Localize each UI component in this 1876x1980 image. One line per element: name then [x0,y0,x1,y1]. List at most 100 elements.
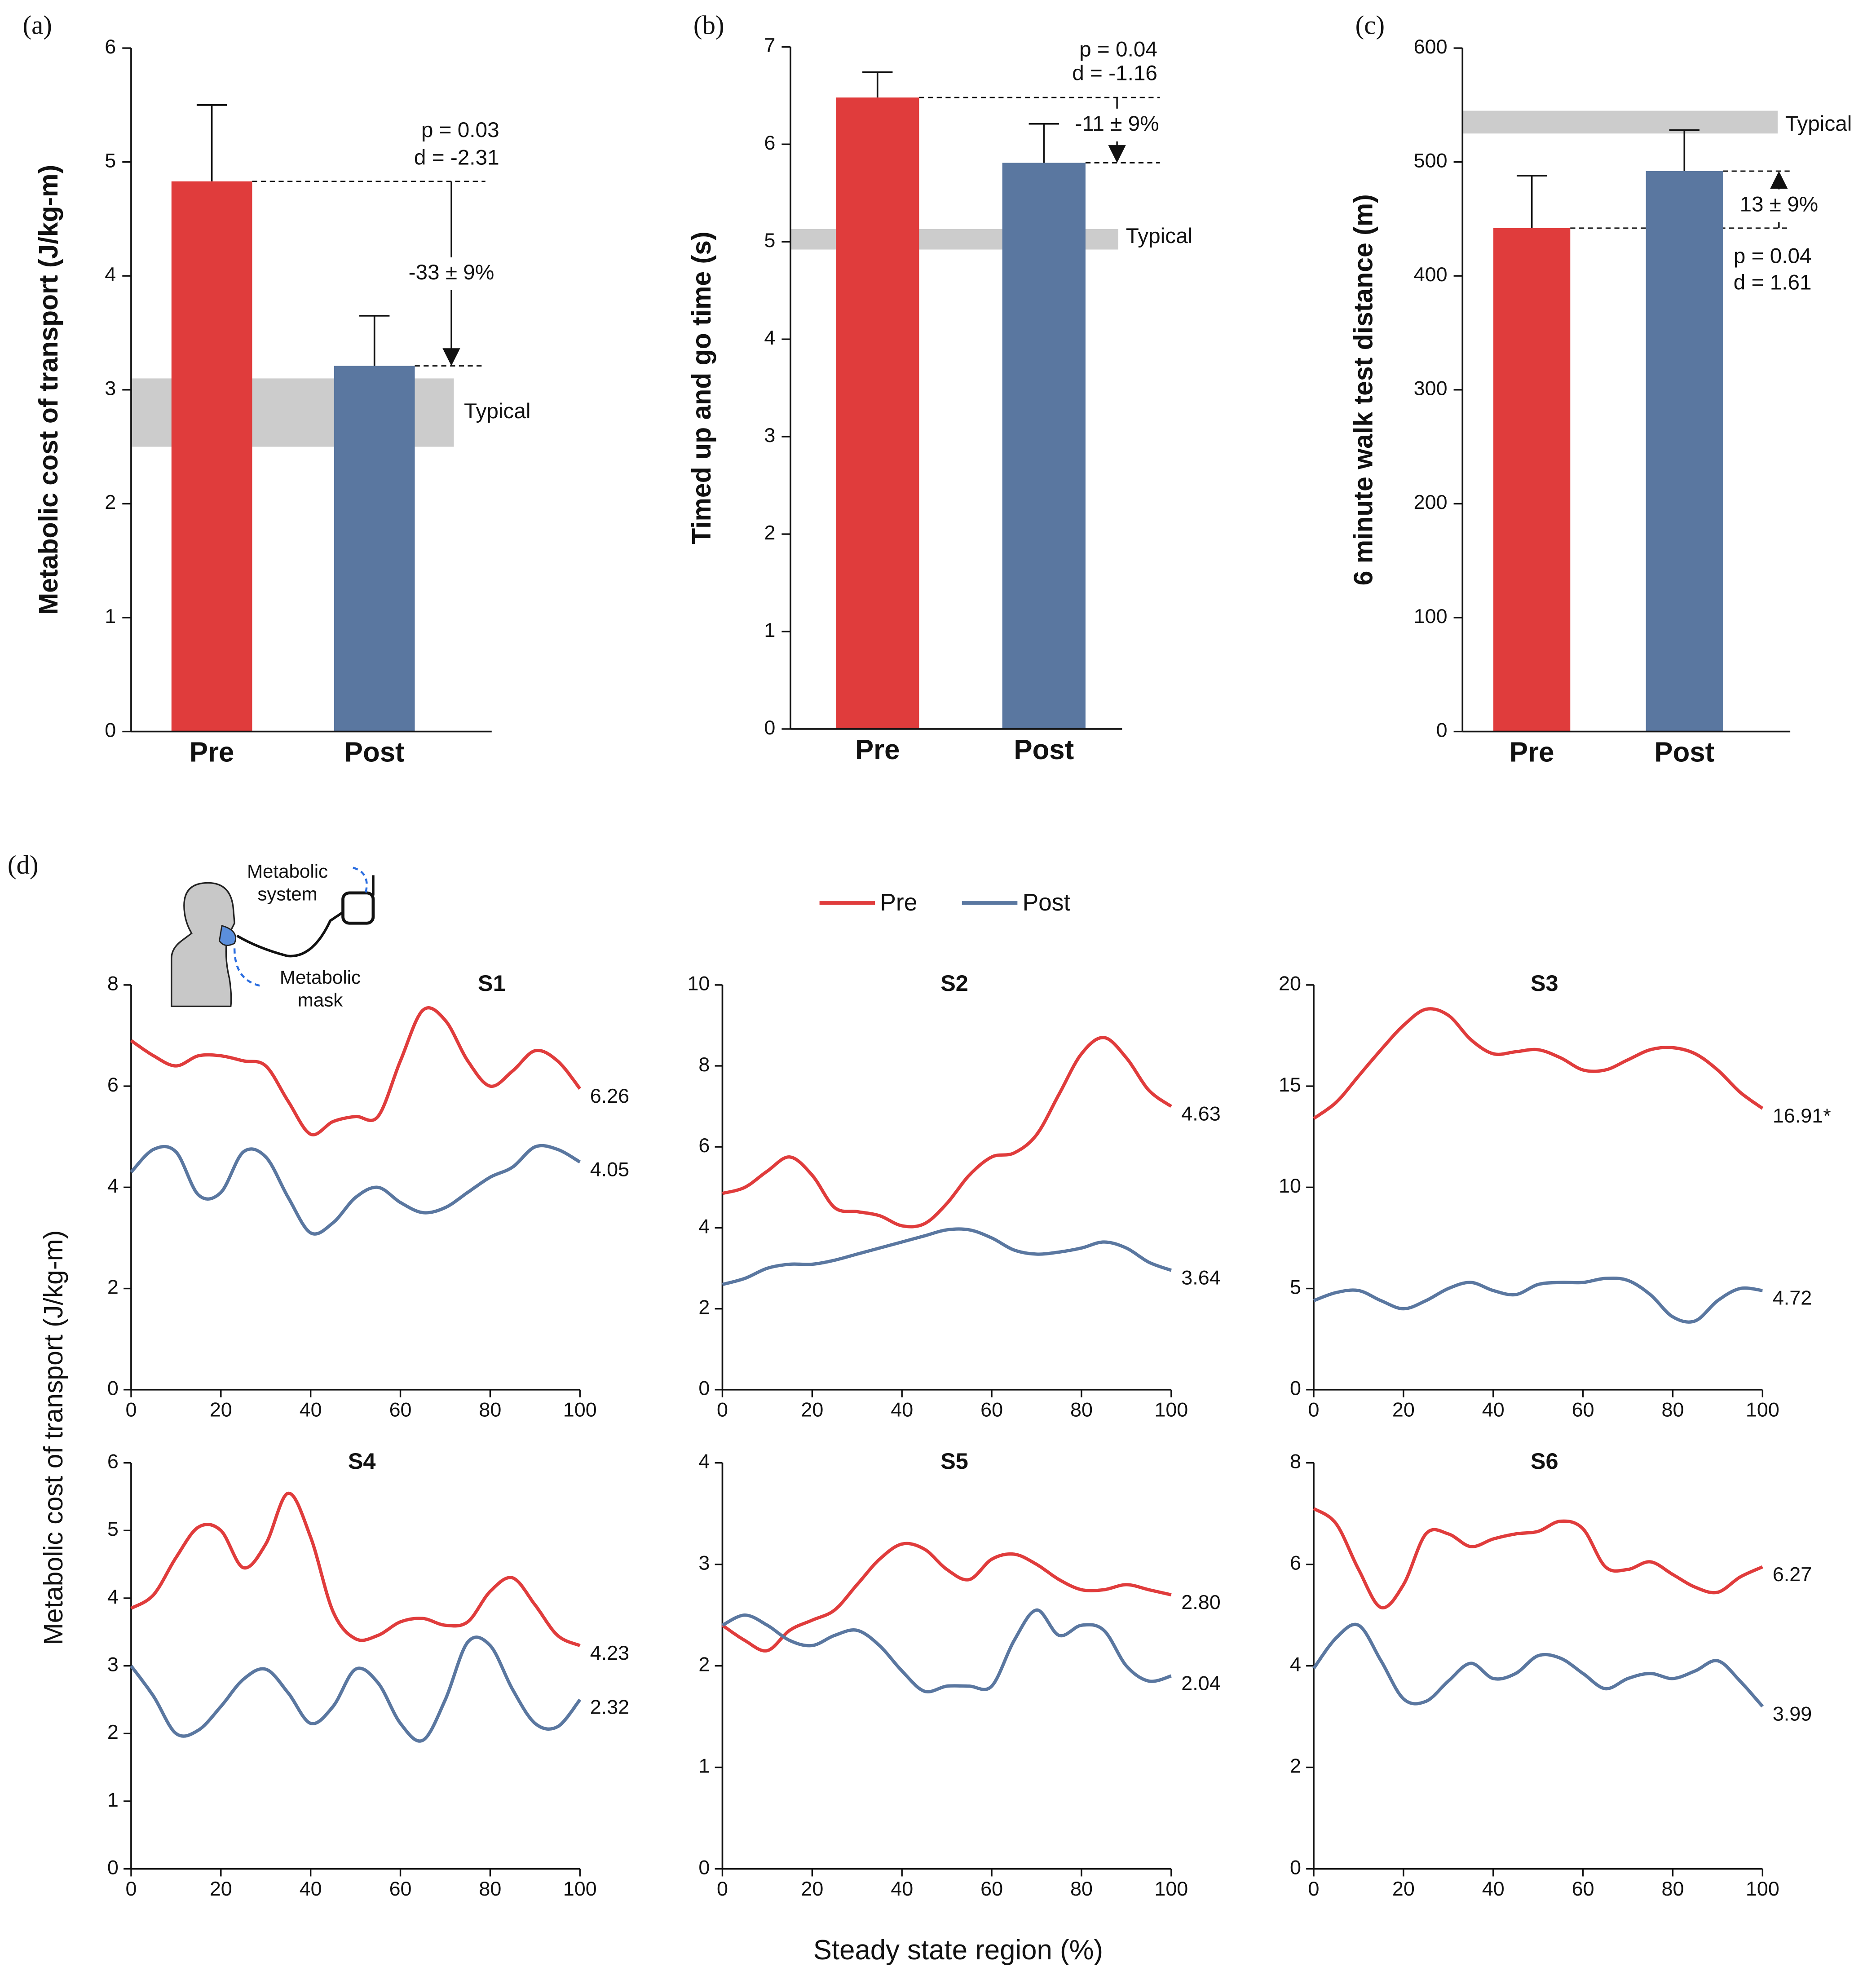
x-tick-label: 100 [563,1398,597,1421]
legend-label: Pre [880,889,917,916]
y-tick-label: 100 [1414,605,1448,628]
y-tick-label: 4 [107,1585,119,1608]
x-tick-label: 80 [1070,1398,1093,1421]
x-tick-label: 40 [300,1398,322,1421]
x-tick-label: 40 [891,1398,913,1421]
x-tick-label: 80 [479,1877,501,1900]
y-axis-label: 6 minute walk test distance (m) [1349,194,1378,585]
x-tick-label: 0 [717,1398,728,1421]
x-tick-label: 60 [1572,1398,1594,1421]
end-label: 4.23 [590,1641,629,1664]
x-tick-label: 80 [1070,1877,1093,1900]
x-tick-label: 80 [1662,1398,1684,1421]
end-label: 2.80 [1181,1591,1220,1613]
x-tick-label: 60 [389,1398,412,1421]
y-tick-label: 0 [698,1856,710,1878]
y-tick-label: 4 [764,326,775,349]
p-value: p = 0.04 [1734,244,1812,268]
series-line [1312,1622,1764,1708]
panel-label: (b) [693,10,724,40]
x-tick-label: 20 [210,1398,232,1421]
series-line [130,1144,581,1236]
x-tick-label: 60 [980,1398,1003,1421]
chart-title: S4 [348,1448,376,1474]
y-tick-label: 2 [105,491,116,513]
y-tick-label: 6 [764,131,775,154]
x-tick-label: 100 [1154,1877,1188,1900]
y-tick-label: 1 [105,605,116,628]
icon-label: system [257,884,317,905]
end-label: 16.91* [1773,1104,1831,1127]
y-tick-label: 0 [1290,1856,1301,1878]
x-tick-label: Pre [1510,737,1554,768]
y-tick-label: 6 [107,1450,119,1473]
series-line [1312,1007,1764,1120]
icon-label: mask [298,989,344,1010]
y-tick-label: 500 [1414,149,1448,172]
y-tick-label: 4 [698,1215,710,1238]
typical-label: Typical [1126,224,1193,248]
series-line [722,1036,1172,1229]
icon: Metabolic system Metabolic mask [171,861,375,1010]
y-tick-label: 1 [107,1788,119,1811]
tube [236,909,346,958]
end-label: 4.72 [1773,1286,1812,1309]
x-tick-label: 80 [479,1398,501,1421]
panel-label: (c) [1355,10,1385,40]
y-tick-label: 5 [1290,1275,1301,1298]
end-label: 4.63 [1181,1102,1220,1125]
pointer [353,866,368,893]
icon-label: Metabolic [247,861,328,882]
series-line [130,1491,581,1647]
end-label: 3.99 [1773,1702,1812,1725]
series-line [722,1227,1172,1286]
end-label: 2.04 [1181,1672,1220,1695]
end-label: 2.32 [590,1695,629,1718]
end-label: 6.27 [1773,1563,1812,1586]
end-label: 6.26 [590,1084,629,1107]
y-tick-label: 1 [764,619,775,641]
y-tick-label: 4 [105,263,116,286]
y-tick-label: 2 [107,1275,119,1298]
y-tick-label: 2 [698,1296,710,1319]
bar [1002,163,1086,729]
y-tick-label: 6 [105,35,116,58]
y-tick-label: 400 [1414,263,1448,286]
legend-label: Post [1023,889,1071,916]
x-tick-label: 100 [1746,1877,1779,1900]
x-tick-label: 40 [300,1877,322,1900]
y-tick-label: 4 [1290,1653,1301,1675]
arrow-head [1770,171,1788,189]
end-label: 4.05 [590,1158,629,1181]
shared-x-label: Steady state region (%) [813,1935,1103,1966]
panel-label: (a) [23,10,52,40]
x-tick-label: 20 [1392,1877,1415,1900]
device [341,891,375,925]
y-axis-label: Metabolic cost of transport (J/kg-m) [34,165,63,615]
y-tick-label: 4 [698,1450,710,1473]
bar [1493,228,1571,732]
typical-label: Typical [464,399,531,423]
x-tick-label: 40 [1482,1877,1505,1900]
x-tick-label: 0 [717,1877,728,1900]
y-tick-label: 0 [764,716,775,739]
y-tick-label: 3 [764,424,775,446]
y-tick-label: 300 [1414,377,1448,400]
y-tick-label: 3 [105,377,116,400]
y-tick-label: 4 [107,1174,119,1197]
y-tick-label: 2 [1290,1754,1301,1777]
y-tick-label: 200 [1414,491,1448,513]
y-tick-label: 5 [105,149,116,172]
y-tick-label: 3 [698,1551,710,1574]
x-tick-label: 60 [1572,1877,1594,1900]
bar [171,181,252,732]
end-label: 3.64 [1181,1266,1220,1289]
y-tick-label: 600 [1414,35,1448,58]
chart-title: S6 [1531,1448,1558,1474]
x-tick-label: 40 [891,1877,913,1900]
bar [836,97,919,729]
x-tick-label: 0 [125,1398,137,1421]
change-label: -11 ± 9% [1075,112,1159,136]
series-line [1312,1507,1763,1609]
x-tick-label: 20 [801,1398,823,1421]
